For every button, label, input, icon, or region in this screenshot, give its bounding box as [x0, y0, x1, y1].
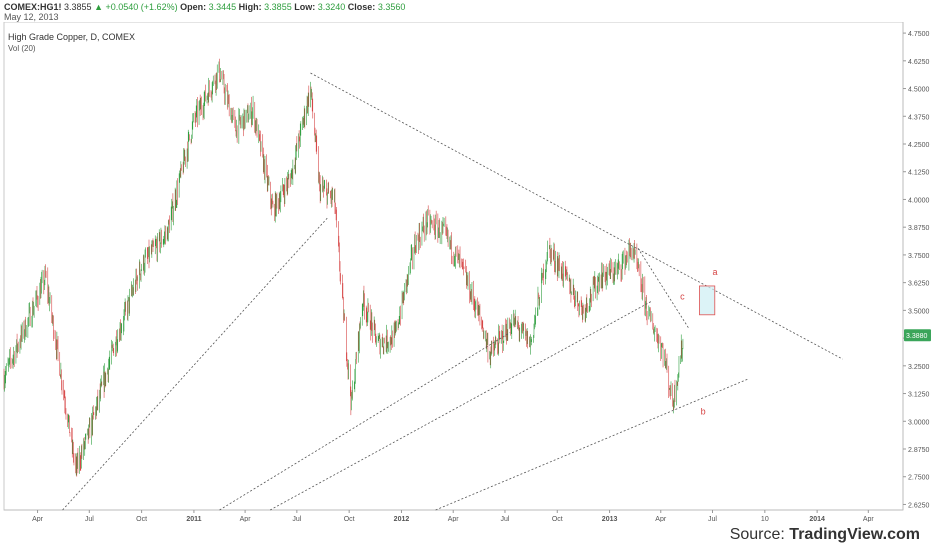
y-tick-label: 3.7500	[908, 253, 930, 260]
wave-label-b[interactable]: b	[701, 407, 706, 417]
y-tick-label: 4.2500	[908, 142, 930, 149]
y-tick-label: 2.6250	[908, 502, 930, 509]
high-value: 3.3855	[264, 2, 292, 12]
y-tick-label: 4.7500	[908, 31, 930, 38]
x-tick-label: 10	[761, 516, 769, 522]
source-prefix: Source:	[729, 526, 790, 543]
target-box[interactable]	[699, 285, 716, 316]
y-tick-label: 3.8750	[908, 225, 930, 232]
y-tick-label: 4.6250	[908, 59, 930, 66]
price-change: +0.0540 (+1.62%)	[105, 2, 178, 12]
y-tick-label: 4.3750	[908, 114, 930, 121]
y-tick-label: 2.7500	[908, 475, 930, 482]
x-tick-label: Jul	[500, 516, 509, 522]
x-tick-label: Oct	[552, 516, 563, 522]
y-tick-label: 4.5000	[908, 87, 930, 94]
y-tick-label: 3.6250	[908, 281, 930, 288]
x-tick-label: 2014	[809, 516, 825, 522]
x-tick-label: Oct	[136, 516, 147, 522]
trendline[interactable]	[310, 72, 843, 360]
x-tick-label: 2013	[602, 516, 618, 522]
candles-group	[3, 58, 684, 477]
x-tick-label: 2012	[394, 516, 410, 522]
high-label: High:	[238, 2, 262, 12]
x-tick-label: Apr	[32, 516, 44, 522]
x-tick-label: Apr	[448, 516, 460, 522]
y-tick-label: 3.0000	[908, 419, 930, 426]
trendline[interactable]	[269, 301, 652, 511]
last-price-label: 3.3880	[906, 333, 928, 340]
source-credit[interactable]: Source: TradingView.com	[730, 526, 920, 544]
price-chart[interactable]: 4.7500 4.6250 4.5000 4.3750 4.2500 4.1250 4.00…	[0, 22, 932, 522]
open-value: 3.3445	[208, 2, 237, 12]
open-label: Open:	[180, 2, 207, 12]
y-tick-label: 2.8750	[908, 447, 930, 454]
y-tick-label: 3.5000	[908, 308, 930, 315]
y-tick-label: 3.1250	[908, 392, 930, 399]
y-tick-label: 4.1250	[908, 170, 930, 177]
symbol-header: COMEX:HG1! 3.3855 ▲ +0.0540 (+1.62%) Ope…	[4, 2, 405, 13]
close-label: Close:	[347, 2, 376, 12]
close-value: 3.3560	[377, 2, 406, 12]
x-tick-label: Apr	[240, 516, 252, 522]
chart-legend-title: High Grade Copper, D, COMEX	[8, 32, 136, 42]
trendline[interactable]	[435, 378, 748, 511]
x-tick-label: Oct	[344, 516, 355, 522]
x-tick-label: Jul	[708, 516, 717, 522]
x-tick-label: Apr	[863, 516, 875, 522]
symbol-name[interactable]: COMEX:HG1!	[4, 2, 62, 12]
y-tick-label: 4.0000	[908, 197, 930, 204]
trendline[interactable]	[219, 332, 511, 511]
trendline[interactable]	[62, 216, 329, 511]
y-tick-label: 3.2500	[908, 364, 930, 371]
x-tick-label: Jul	[85, 516, 94, 522]
last-price-badge	[904, 329, 931, 342]
change-arrow-icon: ▲	[94, 2, 103, 12]
last-price: 3.3855	[64, 2, 92, 12]
wave-label-a[interactable]: a	[713, 267, 718, 277]
x-tick-label: 2011	[186, 516, 201, 522]
low-value: 3.3240	[317, 2, 346, 12]
volume-indicator-label[interactable]: Vol (20)	[8, 44, 36, 53]
x-tick-label: Jul	[292, 516, 301, 522]
x-tick-label: Apr	[655, 516, 667, 522]
source-brand: TradingView.com	[789, 526, 920, 543]
session-date: May 12, 2013	[4, 12, 59, 22]
low-label: Low:	[294, 2, 316, 12]
wave-label-c[interactable]: c	[680, 291, 685, 301]
